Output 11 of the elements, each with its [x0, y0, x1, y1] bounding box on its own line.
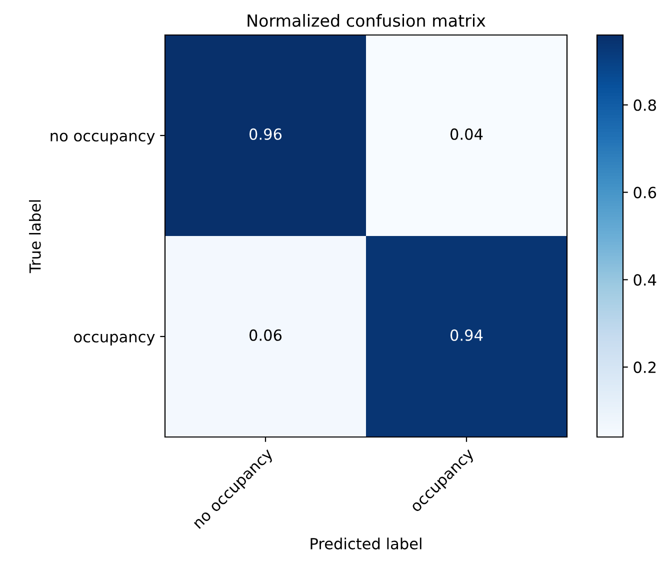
color-bar-label: 0.2	[634, 362, 656, 374]
data-label: 0.04	[450, 128, 483, 140]
y-axis-title: True label	[29, 200, 41, 274]
x-axis-title: Predicted label	[310, 538, 422, 550]
color-bar-label: 0.6	[634, 186, 656, 198]
data-label: 0.06	[250, 329, 282, 341]
color-bar-label: 0.8	[634, 99, 656, 111]
data-label: 0.96	[250, 128, 282, 140]
chart-title: Normalized confusion matrix	[248, 14, 486, 27]
color-bar-label: 0.4	[634, 274, 656, 286]
data-label: 0.94	[450, 329, 483, 341]
